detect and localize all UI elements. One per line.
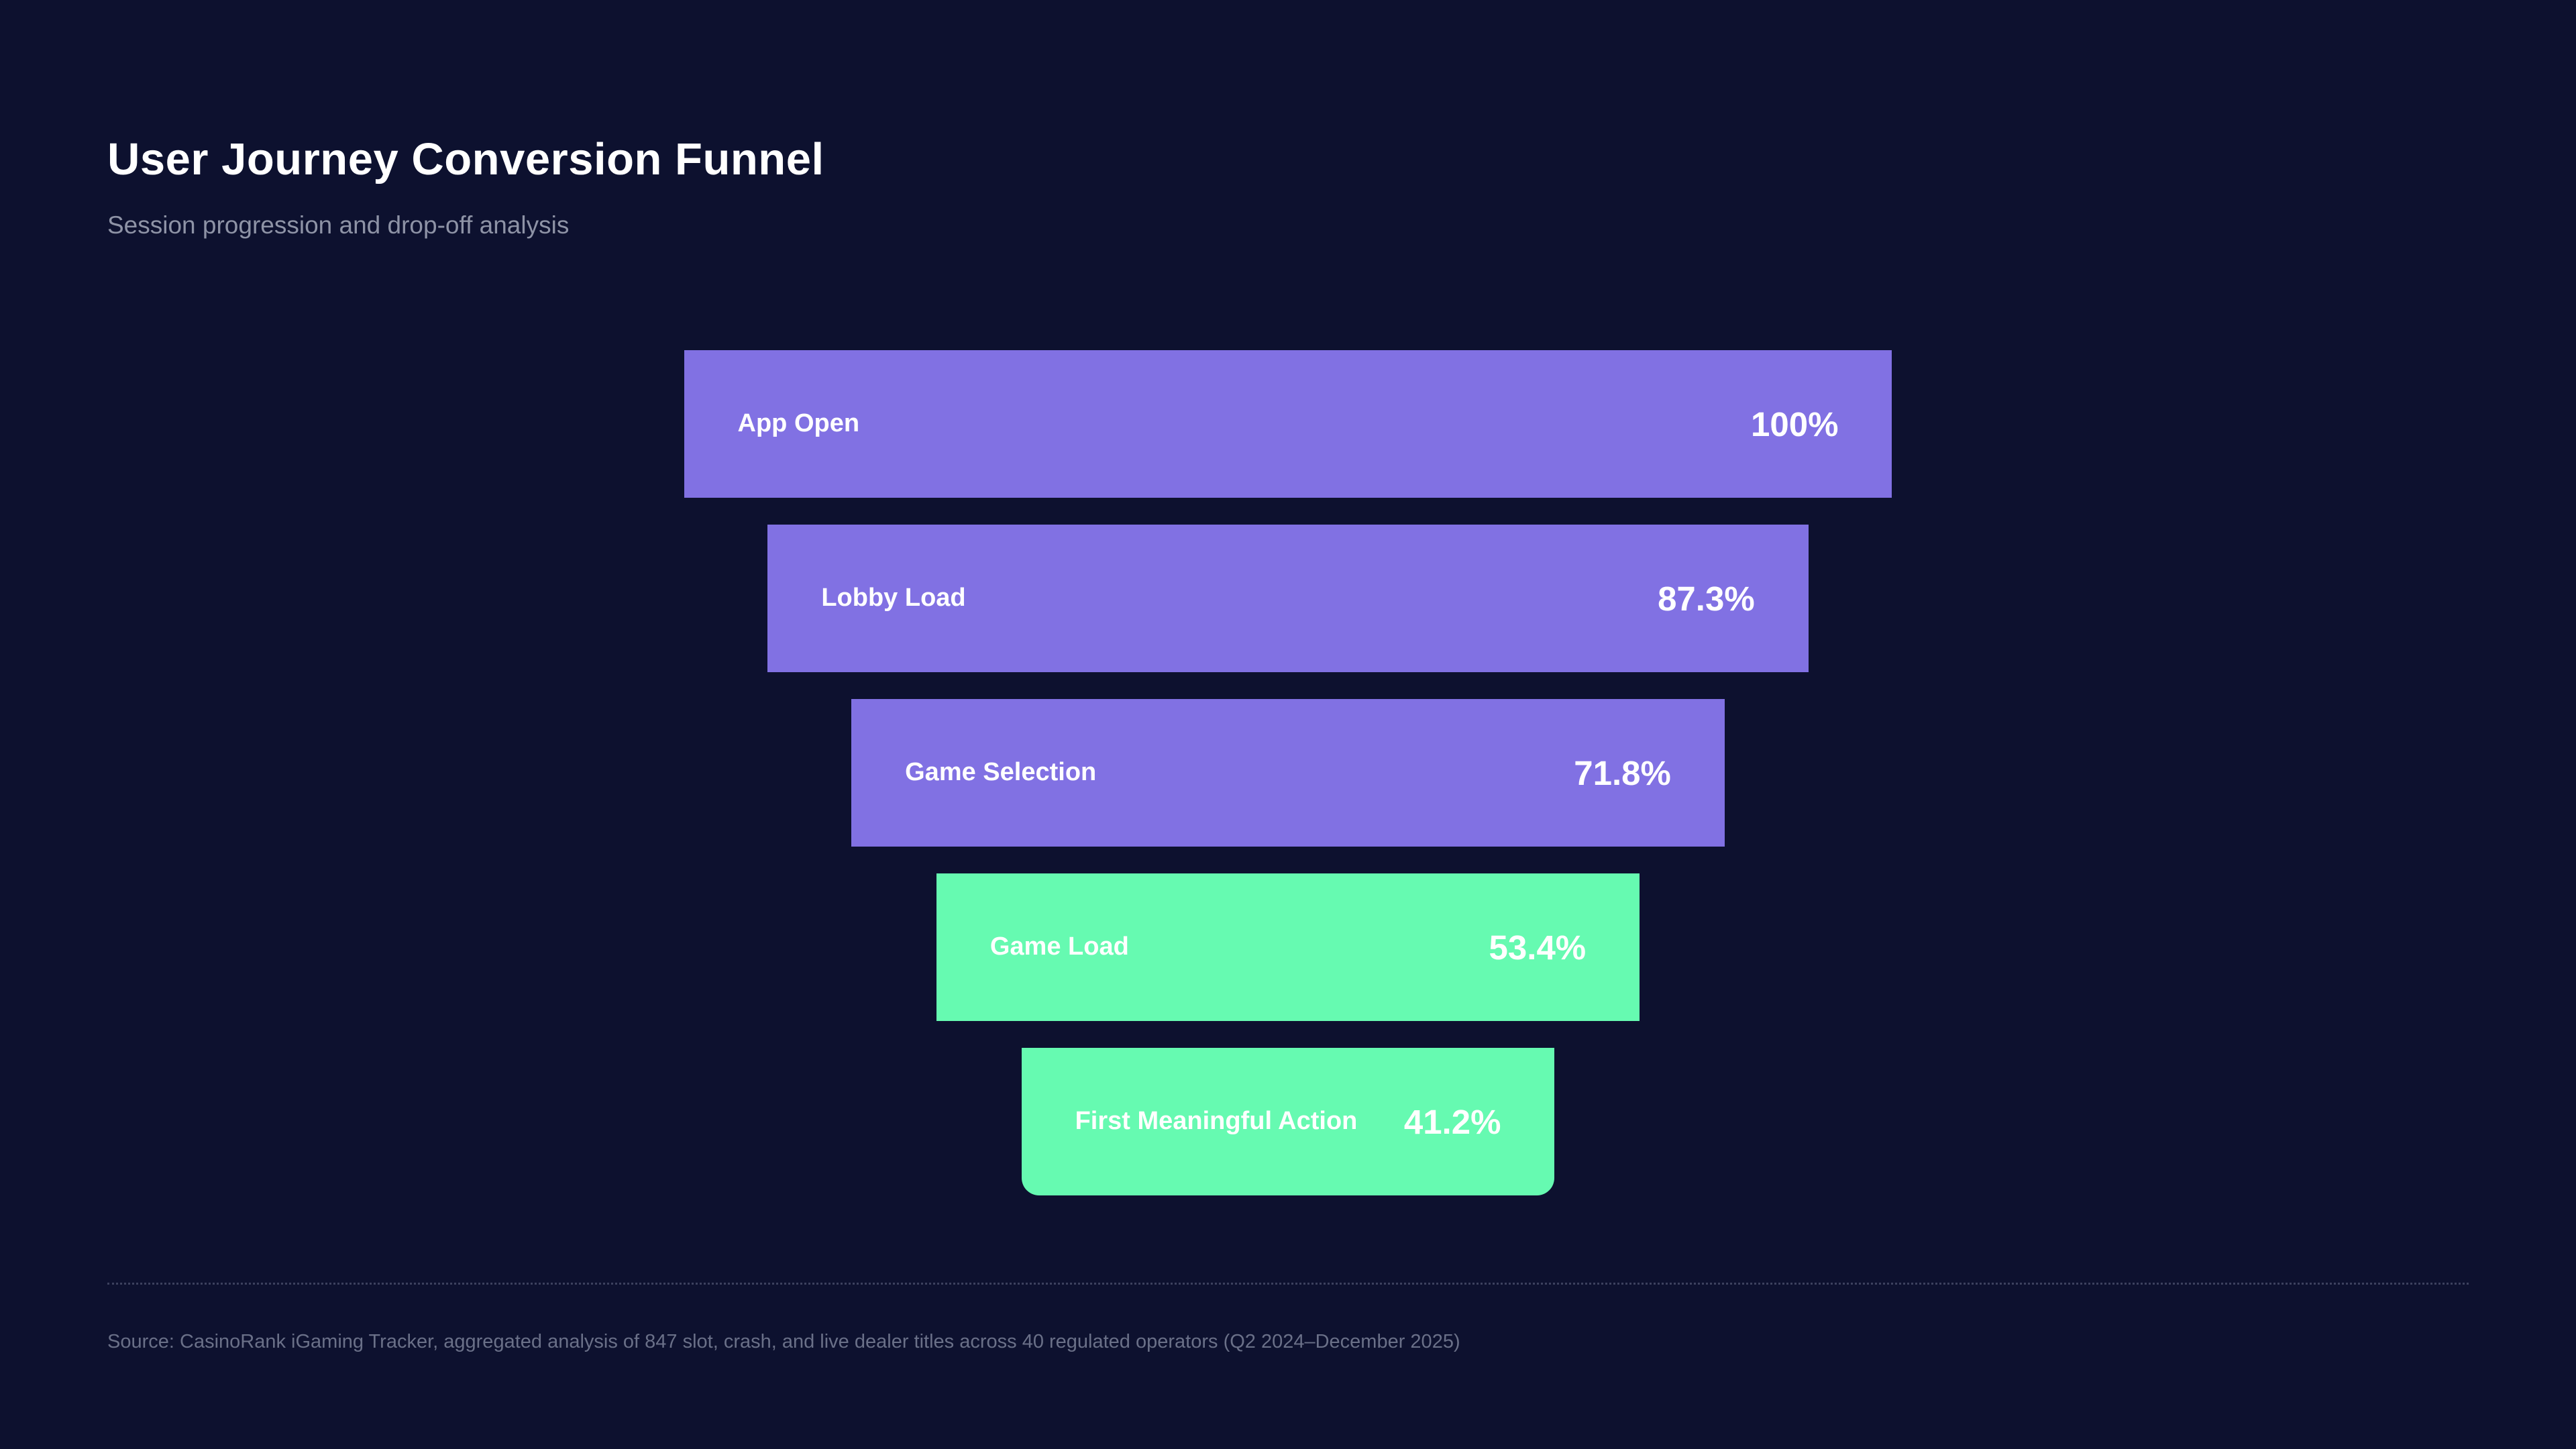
funnel-stage-label: Game Load	[989, 932, 1129, 961]
funnel-segment-lobby-load[interactable]: Lobby Load 87.3%	[767, 525, 1809, 672]
funnel-stage-value: 71.8%	[1574, 753, 1671, 792]
funnel-segment-first-meaningful-action[interactable]: First Meaningful Action 41.2%	[1021, 1048, 1555, 1195]
chart-header: User Journey Conversion Funnel Session p…	[107, 133, 824, 241]
funnel-stage-value: 100%	[1751, 405, 1839, 443]
chart-subtitle: Session progression and drop-off analysi…	[107, 211, 570, 239]
source-note: Source: CasinoRank iGaming Tracker, aggr…	[107, 1331, 1460, 1352]
funnel-plot-area: App Open 100% Lobby Load 87.3% Game Selectio…	[0, 350, 2576, 1195]
funnel-stage-label: App Open	[737, 409, 860, 438]
footer-divider	[107, 1283, 2469, 1285]
funnel-stage-value: 53.4%	[1489, 928, 1587, 967]
funnel-segment-game-selection[interactable]: Game Selection 71.8%	[851, 699, 1725, 847]
funnel-segment-game-load[interactable]: Game Load 53.4%	[936, 873, 1640, 1021]
funnel-stage-label: Lobby Load	[821, 584, 966, 612]
funnel-stage-value: 41.2%	[1403, 1102, 1501, 1141]
funnel-segment-app-open[interactable]: App Open 100%	[684, 350, 1892, 498]
funnel-stage-label: First Meaningful Action	[1075, 1107, 1358, 1136]
funnel-stage-label: Game Selection	[905, 758, 1097, 787]
chart-title: User Journey Conversion Funnel	[107, 134, 824, 184]
funnel-stage-value: 87.3%	[1658, 579, 1755, 618]
